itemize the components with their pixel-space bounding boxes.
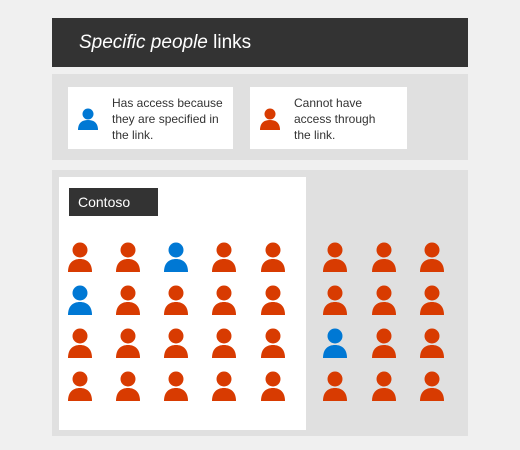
- person-without-access-icon: [212, 328, 236, 358]
- legend-no-access-text: Cannot have access through the link.: [294, 95, 375, 143]
- legend-line: they are specified in: [112, 112, 219, 126]
- person-without-access-icon: [420, 371, 444, 401]
- organization-label: Contoso: [69, 188, 158, 216]
- title-rest: links: [207, 31, 252, 53]
- main-panel: Contoso: [52, 170, 468, 436]
- person-without-access-icon: [420, 285, 444, 315]
- person-without-access-icon: [116, 371, 140, 401]
- person-without-access-icon: [68, 371, 92, 401]
- legend-panel: Has access because they are specified in…: [52, 74, 468, 160]
- person-without-access-icon: [212, 242, 236, 272]
- title-text: Specific people links: [79, 32, 251, 54]
- person-without-access-icon: [212, 285, 236, 315]
- person-without-access-icon: [372, 328, 396, 358]
- legend-line: access through: [294, 112, 376, 126]
- legend-line: the link.: [112, 128, 154, 142]
- legend-has-access-text: Has access because they are specified in…: [112, 95, 223, 143]
- person-without-access-icon: [116, 242, 140, 272]
- organization-box: Contoso: [59, 177, 306, 430]
- person-without-access-icon: [261, 328, 285, 358]
- title-italic: Specific people: [79, 31, 208, 53]
- title-bar: Specific people links: [52, 18, 468, 67]
- person-without-access-icon: [261, 285, 285, 315]
- legend-line: Cannot have: [294, 96, 363, 110]
- person-without-access-icon: [323, 285, 347, 315]
- legend-line: Has access because: [112, 96, 223, 110]
- person-without-access-icon: [323, 371, 347, 401]
- person-without-access-icon: [420, 242, 444, 272]
- legend-line: the link.: [294, 128, 336, 142]
- person-without-access-icon: [372, 242, 396, 272]
- person-icon: [260, 108, 280, 130]
- person-without-access-icon: [212, 371, 236, 401]
- person-without-access-icon: [372, 371, 396, 401]
- person-without-access-icon: [323, 242, 347, 272]
- person-without-access-icon: [116, 328, 140, 358]
- person-icon: [78, 108, 98, 130]
- person-without-access-icon: [164, 371, 188, 401]
- person-without-access-icon: [261, 371, 285, 401]
- person-without-access-icon: [68, 328, 92, 358]
- person-without-access-icon: [261, 242, 285, 272]
- legend-has-access: Has access because they are specified in…: [68, 87, 233, 149]
- person-with-access-icon: [68, 285, 92, 315]
- person-without-access-icon: [164, 285, 188, 315]
- person-without-access-icon: [68, 242, 92, 272]
- legend-no-access: Cannot have access through the link.: [250, 87, 407, 149]
- person-with-access-icon: [323, 328, 347, 358]
- person-with-access-icon: [164, 242, 188, 272]
- person-without-access-icon: [420, 328, 444, 358]
- person-without-access-icon: [116, 285, 140, 315]
- person-without-access-icon: [372, 285, 396, 315]
- person-without-access-icon: [164, 328, 188, 358]
